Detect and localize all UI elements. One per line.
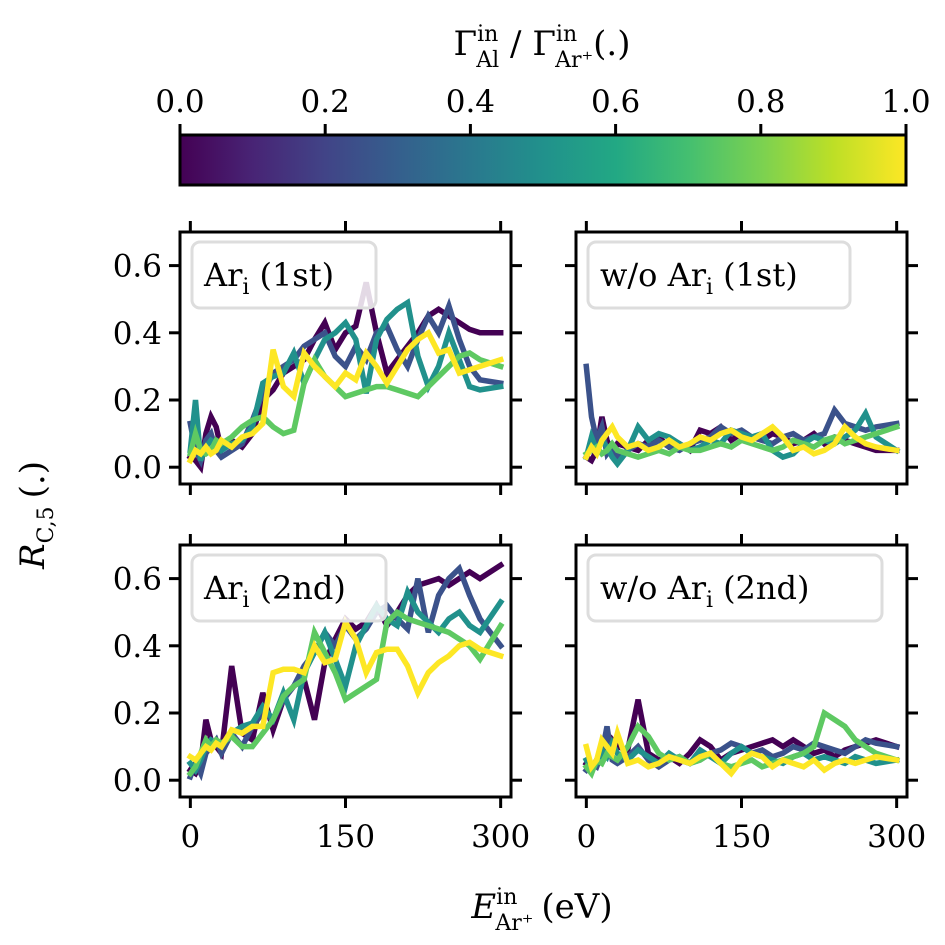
x-tick-label: 150 [712,819,771,855]
colorbar-tick-label: 0.8 [736,84,785,120]
panel-wo-ari-1st: w/o Ari (1st) [565,221,918,495]
colorbar-tick-label: 0.4 [446,84,495,120]
legend-label-tail: (2nd) [723,569,809,607]
legend-box [190,240,378,310]
series-line-ratio-0.75 [582,423,901,460]
colorbar-tick-label: 0.2 [301,84,350,120]
series-line-ratio-0.25 [582,725,900,774]
panel-ari-1st: 0.0 0.2 0.4 0.6 Ari (1st) [113,221,522,495]
x-tick-label: 300 [471,819,530,855]
colorbar-tick-label: 0.6 [591,84,640,120]
y-axis-label: RC,5(.) [13,461,59,570]
series-group [186,281,505,474]
y-tick-label: 0.2 [113,696,162,732]
legend-label-tail: (1st) [723,256,798,294]
series-group [582,363,901,469]
y-tick-label: 0.6 [113,249,162,285]
y-tick-label: 0.0 [113,763,162,799]
y-tick-label: 0.0 [113,450,162,486]
legend-label-main: w/o Ar [600,569,707,607]
series-line-ratio-0.25 [187,297,504,469]
series-line-ratio-0.75 [186,608,505,778]
x-axis-label: Ein Ar⁺ (eV) [470,885,612,936]
x-tick-label: 0 [576,819,596,855]
legend-label: w/o Ari (1st) [600,256,798,300]
panel-wo-ari-2nd: 0 150 300 w/o Ari (2nd) [565,534,926,855]
series-group [186,561,505,782]
legend-label-tail: (2nd) [259,569,345,607]
series-line-ratio-1 [582,723,900,778]
x-tick-label: 0 [180,819,200,855]
colorbar-ticks: 0.0 0.2 0.4 0.6 0.8 1.0 [155,84,931,135]
y-tick-label: 0.4 [113,316,162,352]
y-tick-label: 0.6 [113,562,162,598]
legend-label-sub: i [706,588,713,613]
legend-box [586,553,884,623]
y-tick-label: 0.4 [113,629,162,665]
legend-label-tail: (1st) [259,256,334,294]
series-line-ratio-1 [582,421,900,461]
colorbar-gradient [178,133,908,187]
colorbar-label: Γin Al / Γin Ar⁺(.) [453,22,630,73]
legend-label: w/o Ari (2nd) [600,569,809,613]
legend-label: Ari (2nd) [203,569,346,613]
colorbar: Γin Al / Γin Ar⁺(.) 0.0 0.2 0.4 0.6 0.8 1.0 [155,22,931,187]
colorbar-tick-label: 0.0 [155,84,204,120]
legend-label-sub: i [242,588,249,613]
y-tick-label: 0.2 [113,383,162,419]
legend-label: Ari (1st) [203,256,334,300]
panel-ari-2nd: 0.0 0.2 0.4 0.6 0 150 300 Ari (2nd) [113,534,530,855]
legend-box [586,240,852,310]
legend-label-sub: i [706,275,713,300]
legend-label-sub: i [242,275,249,300]
series-line-ratio-1 [186,615,505,764]
legend-label-main: Ar [203,569,243,607]
colorbar-tick-label: 1.0 [881,84,930,120]
series-line-ratio-1 [186,328,505,465]
legend-box [190,553,388,623]
x-tick-label: 150 [316,819,375,855]
legend-label-main: w/o Ar [600,256,707,294]
x-tick-label: 300 [867,819,926,855]
series-line-ratio-0 [186,281,504,474]
legend-label-main: Ar [203,256,243,294]
series-group [582,699,901,780]
